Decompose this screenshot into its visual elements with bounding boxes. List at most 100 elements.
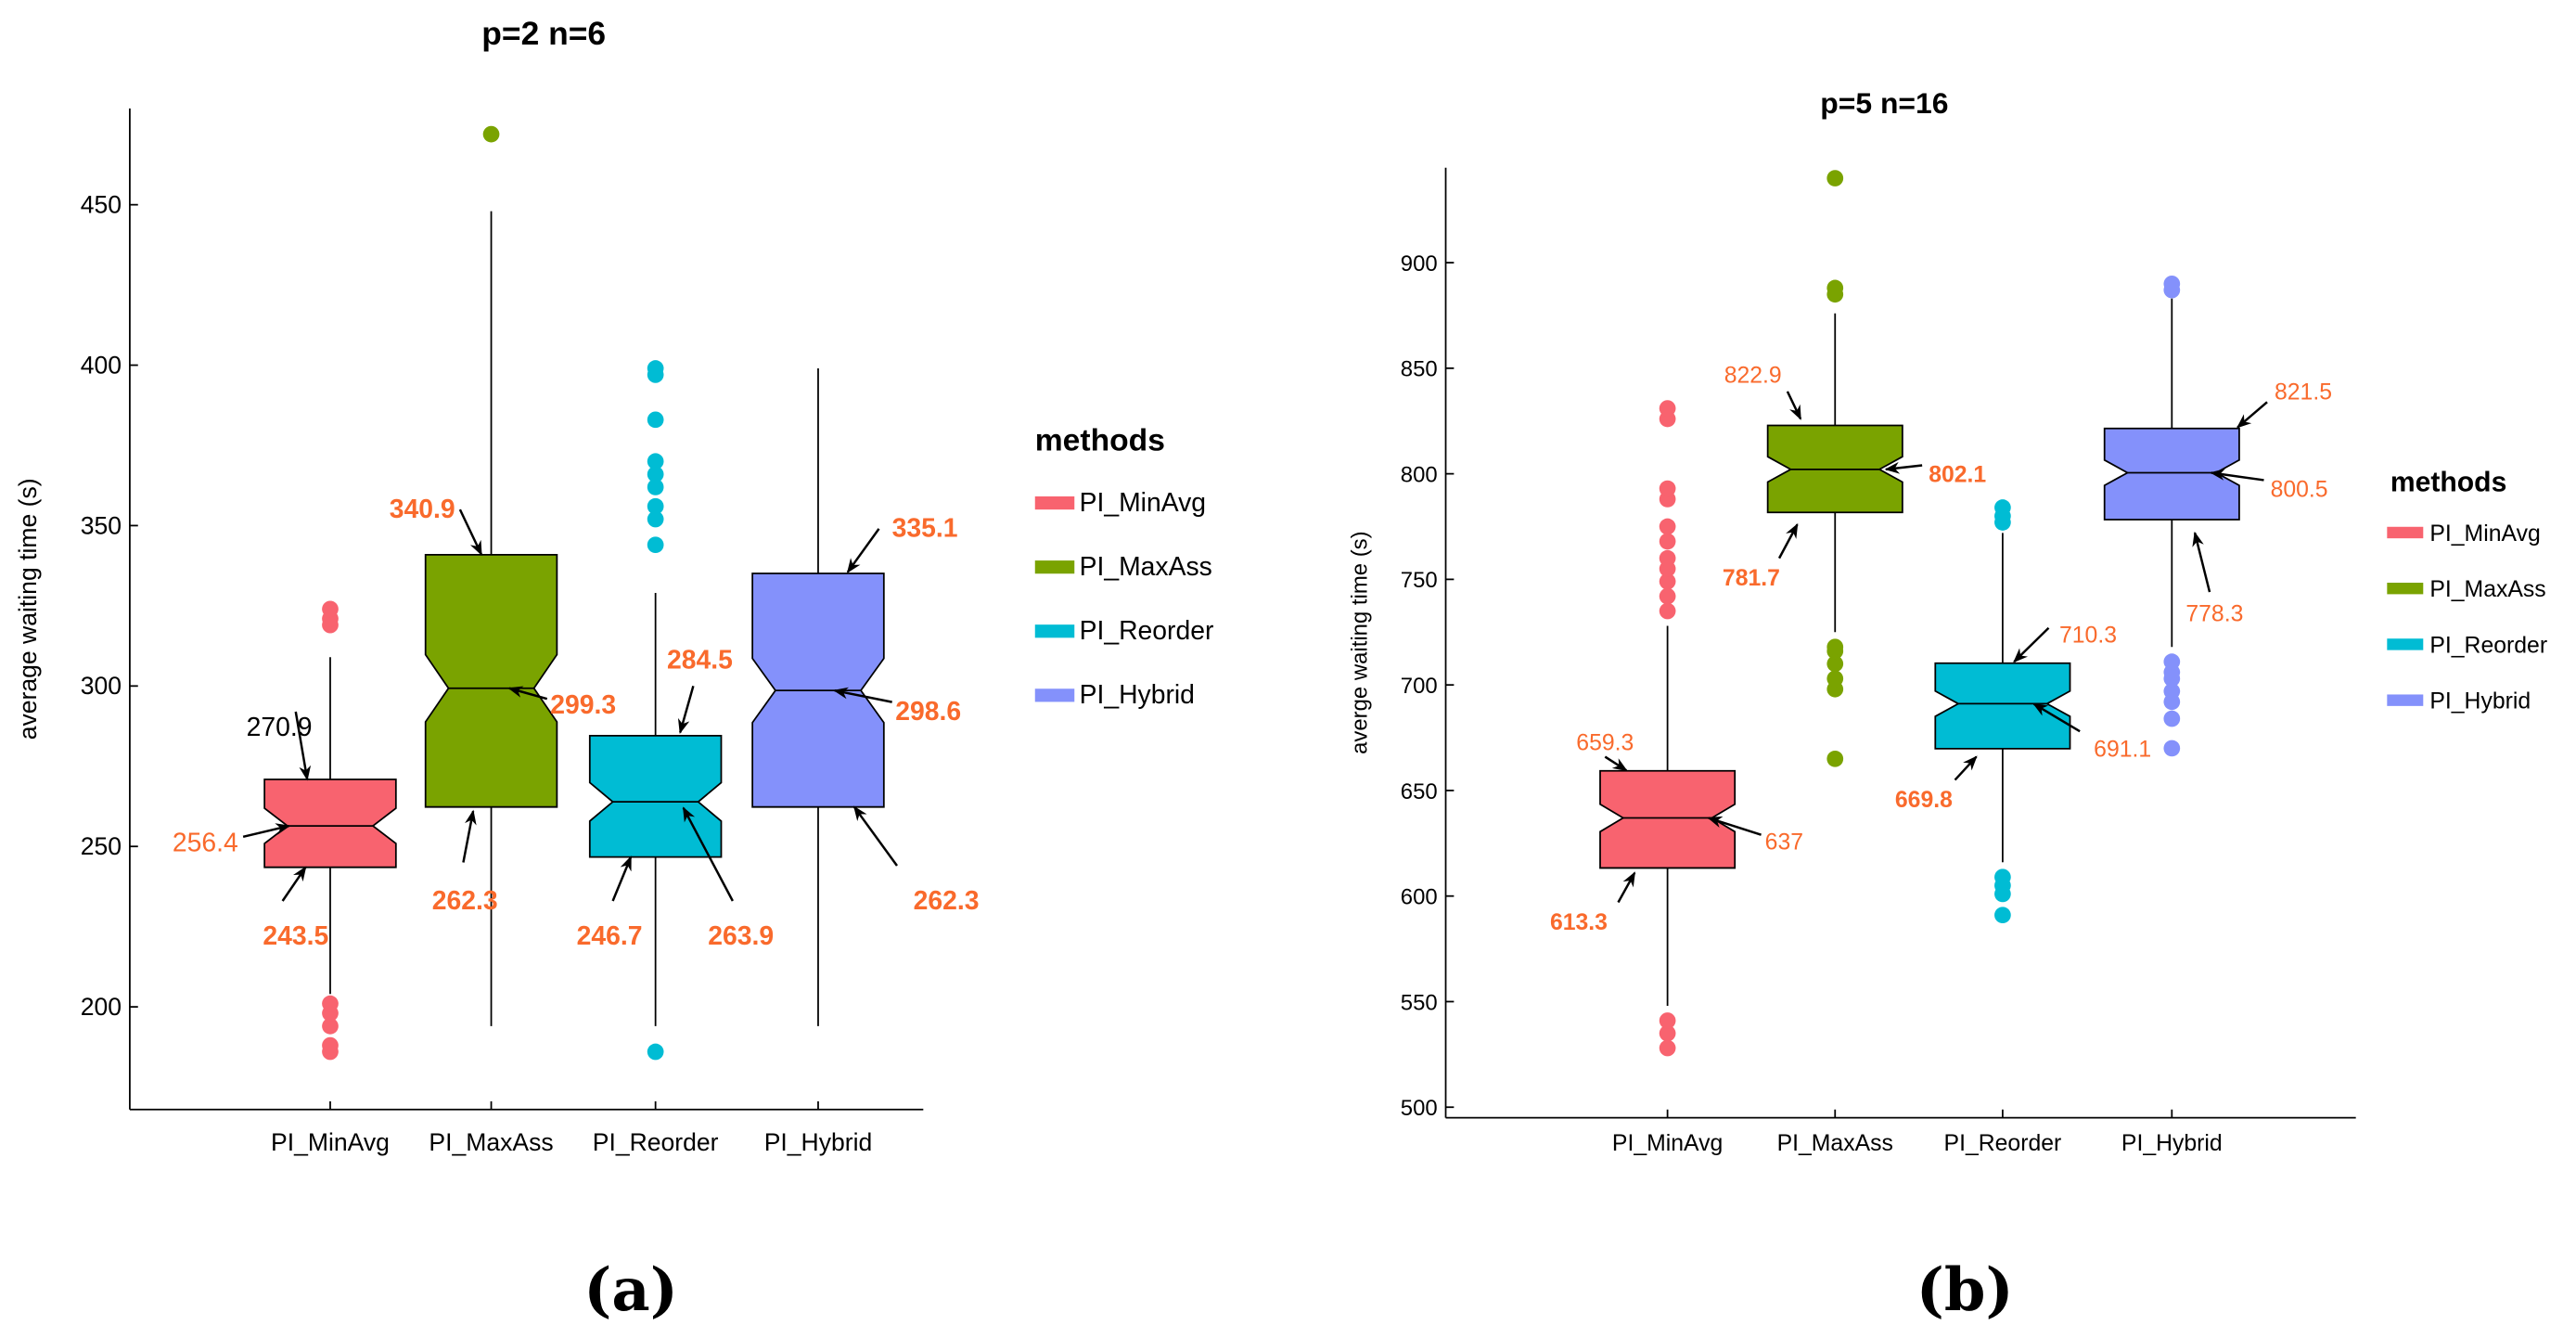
annotation-label: 691.1 xyxy=(2094,737,2151,762)
annotation-arrow xyxy=(1884,461,1923,474)
x-tick-label: PI_Reorder xyxy=(1944,1131,2062,1156)
annotation-label: 299.3 xyxy=(550,690,616,720)
annotation-arrow xyxy=(2192,531,2211,593)
box-group-PI_Hybrid: PI_Hybrid xyxy=(2103,275,2240,1156)
outlier-point xyxy=(1826,170,1844,187)
x-tick-label: PI_Reorder xyxy=(593,1128,719,1156)
annotation-arrow xyxy=(833,687,892,703)
outlier-point xyxy=(322,1018,339,1035)
y-tick-label: 350 xyxy=(81,511,122,539)
outlier-point xyxy=(482,125,500,143)
outlier-point xyxy=(322,600,339,618)
outlier-point xyxy=(1659,573,1676,590)
panel-b: 500 550 600 650 700 750 800 850 900 averge waitin… xyxy=(1348,86,2548,1325)
annotation-label: 802.1 xyxy=(1929,462,1986,487)
legend-swatch-PI_Reorder xyxy=(1034,624,1075,638)
annotation-arrow xyxy=(1786,391,1802,420)
outlier-point xyxy=(2163,683,2181,700)
box-group-PI_MinAvg: PI_MinAvg xyxy=(1599,400,1737,1156)
y-tick-label: 250 xyxy=(81,832,122,860)
box-PI_Hybrid xyxy=(2103,427,2240,521)
y-tick-label: 850 xyxy=(1401,357,1438,382)
outlier-point xyxy=(647,466,664,482)
annotation-label: 659.3 xyxy=(1576,730,1634,755)
outlier-point xyxy=(647,479,664,495)
legend: methods PI_MinAvg PI_MaxAss PI_Reorder PI_Hy… xyxy=(2387,468,2547,714)
annotation-label: 243.5 xyxy=(263,921,328,951)
outlier-point xyxy=(1826,279,1844,297)
outlier-point xyxy=(1659,518,1676,535)
outlier-point xyxy=(647,510,664,528)
annotation-arrow xyxy=(852,805,898,867)
outlier-point xyxy=(1659,587,1676,605)
outlier-point xyxy=(1659,1039,1676,1057)
y-axis-label: averge waiting time (s) xyxy=(1348,531,1373,754)
outlier-point xyxy=(2163,740,2181,757)
annotation-label: 298.6 xyxy=(895,697,961,727)
legend-swatch-PI_Reorder xyxy=(2387,638,2424,650)
box-PI_MinAvg xyxy=(1599,769,1737,869)
annotation-label: 262.3 xyxy=(914,886,980,916)
x-tick-label: PI_Hybrid xyxy=(2121,1131,2223,1156)
outlier-point xyxy=(1994,499,2011,516)
x-tick-label: PI_MinAvg xyxy=(271,1128,390,1156)
y-tick-label: 500 xyxy=(1401,1096,1438,1121)
outlier-point xyxy=(647,360,664,377)
legend-label: PI_Hybrid xyxy=(2429,689,2531,714)
annotation-arrow xyxy=(1954,755,1978,781)
legend-title: methods xyxy=(2390,468,2506,498)
outlier-point xyxy=(647,536,664,554)
outlier-point xyxy=(322,1036,339,1054)
y-tick-label: 750 xyxy=(1401,568,1438,593)
outlier-point xyxy=(1994,868,2011,886)
annotation-arrow xyxy=(2210,469,2264,482)
legend-swatch-PI_Hybrid xyxy=(1034,688,1075,702)
legend-swatch-PI_Hybrid xyxy=(2387,694,2424,706)
box-PI_Reorder xyxy=(1934,662,2071,750)
chart-title: p=2 n=6 xyxy=(481,15,606,52)
legend-label: PI_MaxAss xyxy=(2429,577,2545,602)
outlier-point xyxy=(1659,533,1676,550)
box-PI_MinAvg xyxy=(263,778,397,868)
y-axis-label: average waiting time (s) xyxy=(14,478,42,740)
annotation-label: 781.7 xyxy=(1723,566,1780,591)
box-group-PI_Reorder: PI_Reorder xyxy=(588,360,723,1156)
outlier-point xyxy=(1659,1012,1676,1029)
panel-a: 200 250 300 350 400 450 average waiting time (… xyxy=(14,15,1213,1325)
y-tick-label: 400 xyxy=(81,351,122,379)
outlier-point xyxy=(1659,602,1676,620)
annotation-arrow xyxy=(2013,626,2050,663)
box-group-PI_Hybrid: PI_Hybrid xyxy=(751,368,885,1156)
annotation-arrow xyxy=(462,809,477,863)
annotation-label: 340.9 xyxy=(390,495,455,524)
annotation-label: 256.4 xyxy=(173,829,238,858)
annotation-arrow xyxy=(846,528,880,573)
annotation-arrow xyxy=(611,856,633,902)
annotation-arrow xyxy=(281,866,307,902)
annotation-arrow xyxy=(242,823,291,839)
outlier-point xyxy=(1659,1024,1676,1042)
chart-title: p=5 n=16 xyxy=(1820,86,1948,120)
annotation-label: 637 xyxy=(1765,830,1803,855)
annotation-label: 710.3 xyxy=(2059,623,2117,648)
annotation-arrow xyxy=(1777,522,1799,560)
y-tick-label: 700 xyxy=(1401,674,1438,699)
annotation-label: 270.9 xyxy=(247,713,313,742)
legend-label: PI_Reorder xyxy=(2429,633,2547,658)
y-tick-label: 800 xyxy=(1401,462,1438,487)
legend-swatch-PI_MinAvg xyxy=(1034,495,1075,510)
y-tick-label: 200 xyxy=(81,993,122,1021)
annotation-arrow xyxy=(294,711,312,781)
y-tick-label: 650 xyxy=(1401,779,1438,804)
annotation-label: 262.3 xyxy=(432,886,498,916)
annotation-label: 246.7 xyxy=(577,921,643,951)
box-group-PI_Reorder: PI_Reorder xyxy=(1934,499,2071,1156)
y-tick-label: 550 xyxy=(1401,990,1438,1015)
outlier-point xyxy=(2163,653,2181,670)
outlier-point xyxy=(322,995,339,1012)
outlier-point xyxy=(647,497,664,515)
legend-label: PI_Hybrid xyxy=(1080,680,1195,710)
annotation-label: 800.5 xyxy=(2271,477,2328,502)
legend: methods PI_MinAvg PI_MaxAss PI_Reorder PI_Hy… xyxy=(1034,423,1213,710)
